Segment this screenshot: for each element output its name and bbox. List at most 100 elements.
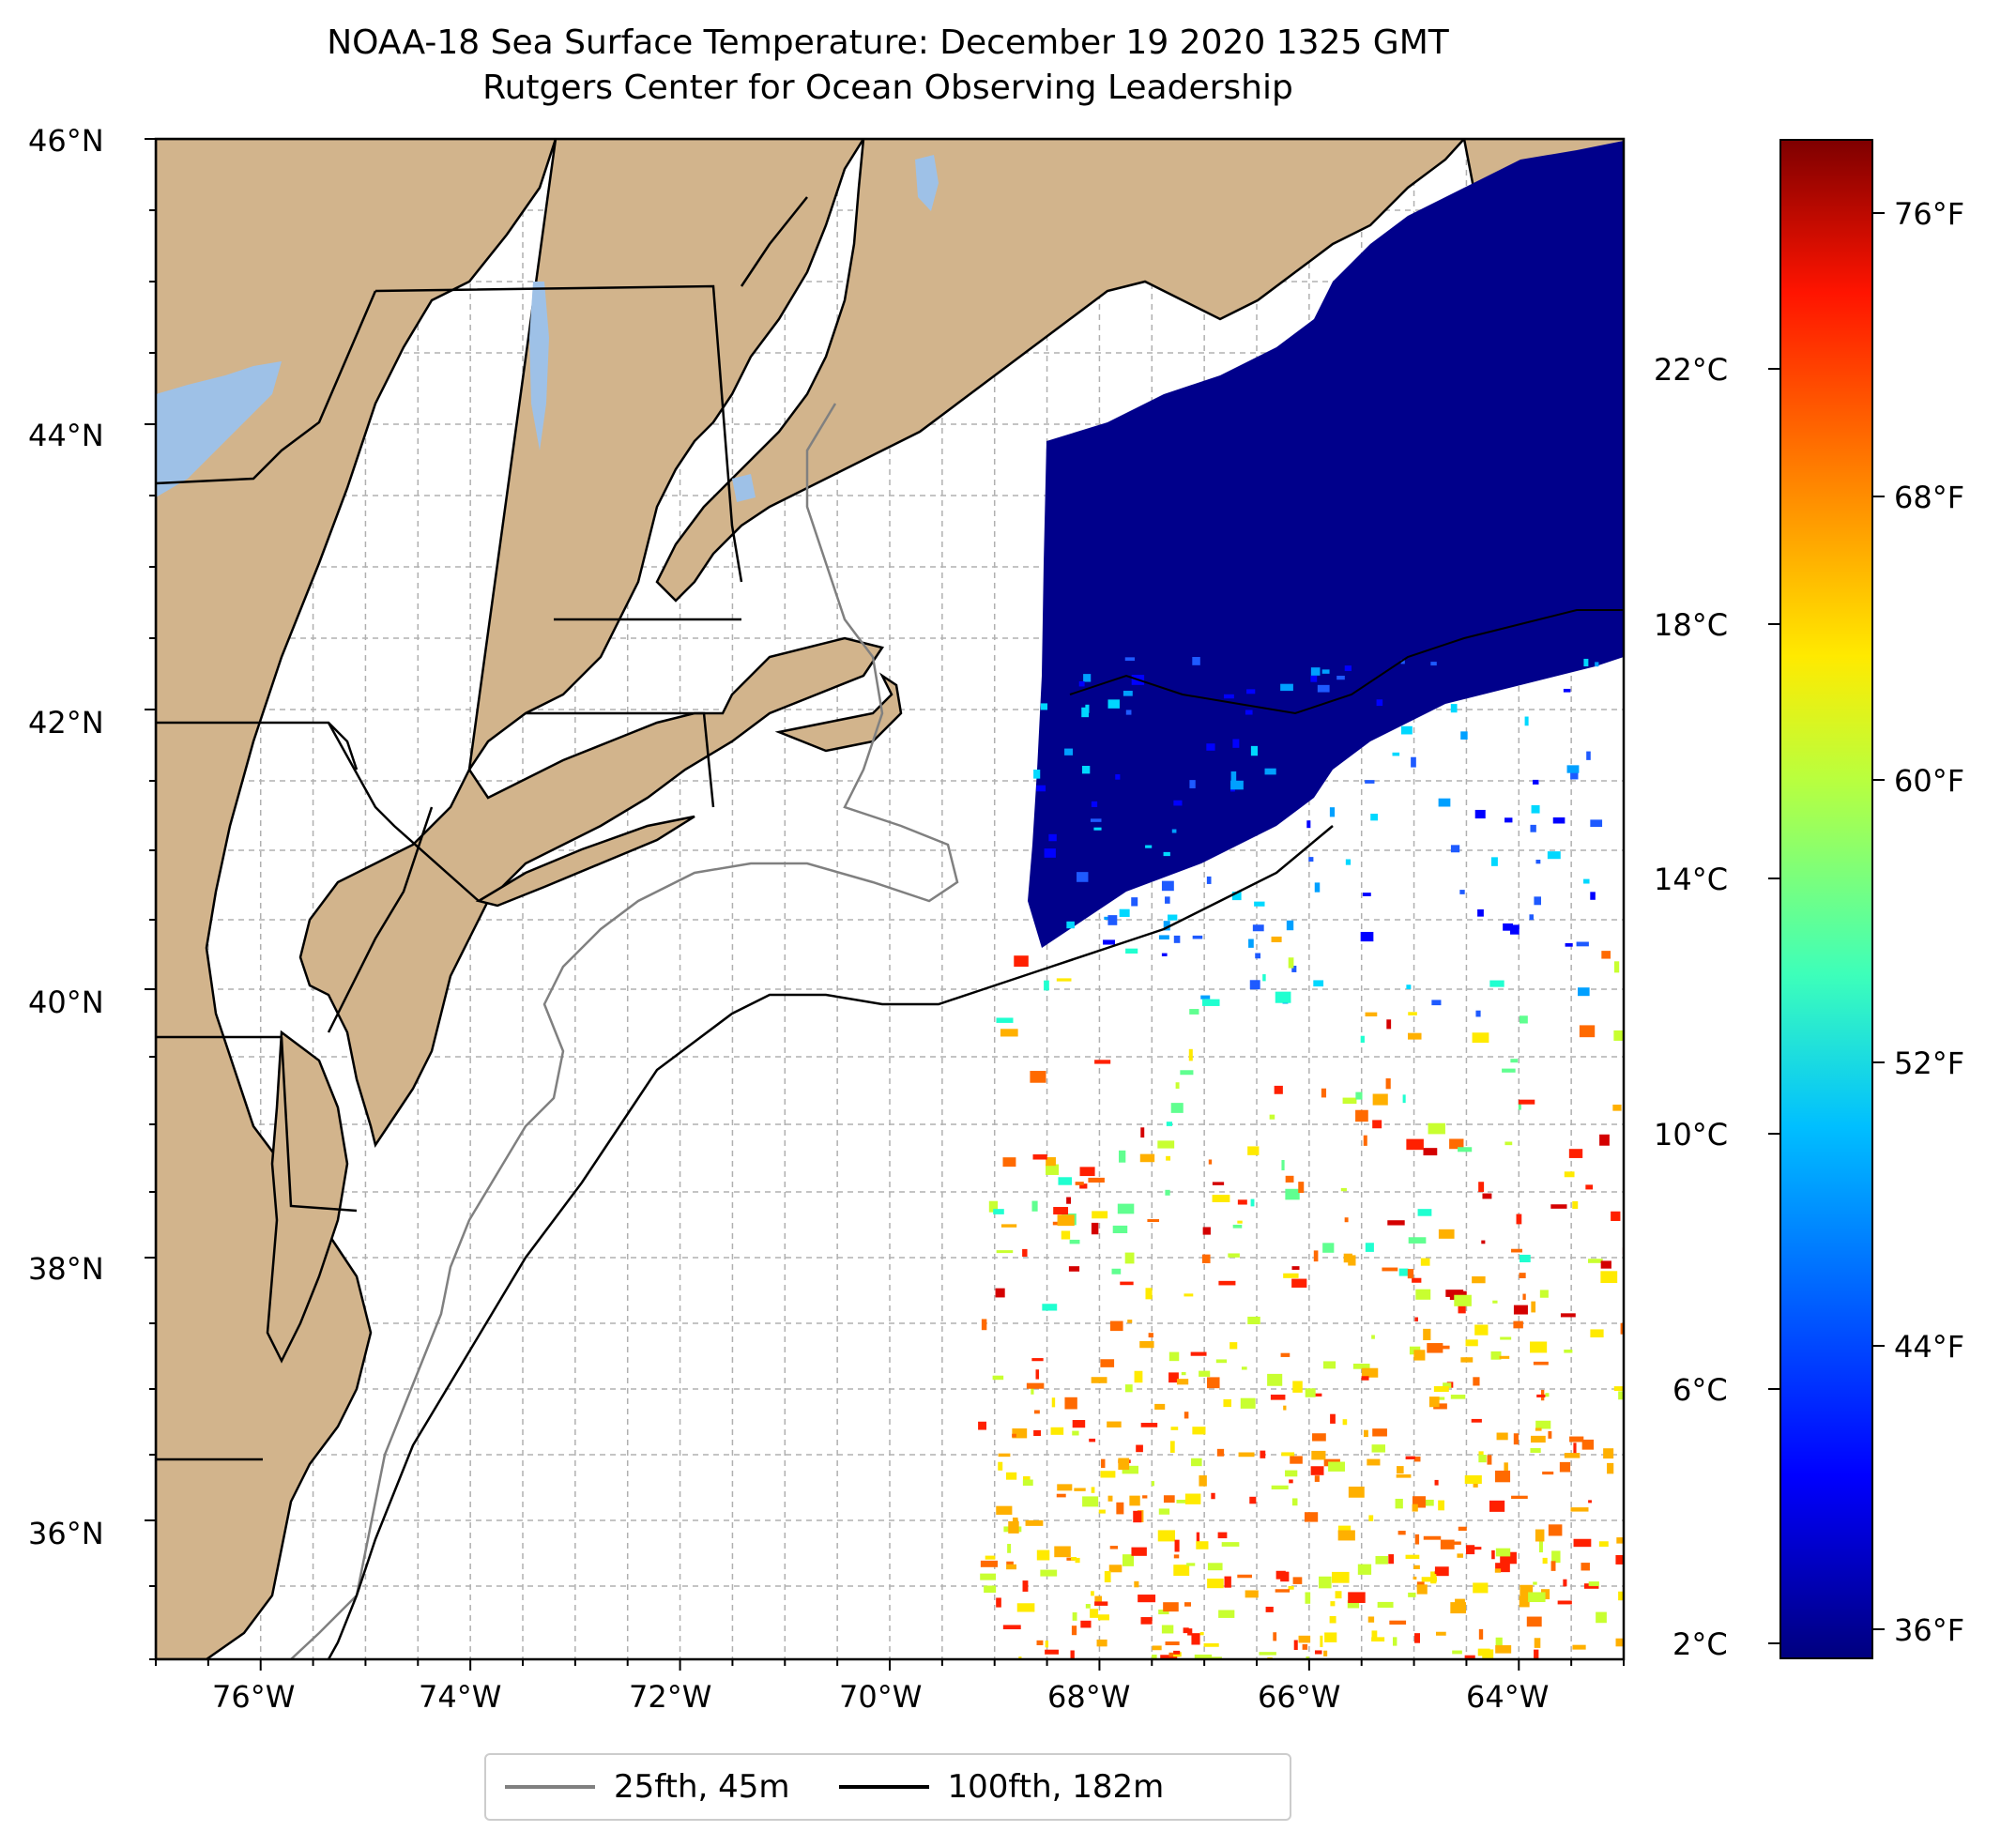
sst-pixel-warm [1082,1496,1099,1507]
sst-pixel-warm [1564,1349,1573,1353]
land-mainland [156,139,557,1659]
sst-pixel-cool [1310,675,1318,682]
sst-pixel-warm [1066,1557,1075,1561]
sst-pixel-warm [1375,1555,1388,1565]
sst-pixel-warm [1223,1398,1231,1408]
sst-pixel-warm [1478,1455,1487,1463]
sst-pixel-warm [1471,1418,1482,1423]
sst-pixel-cool [1438,798,1451,807]
sst-pixel-warm [1312,1433,1326,1442]
sst-pixel-warm [1052,1221,1061,1226]
sst-pixel-warm [1288,1585,1294,1590]
sst-pixel-warm [1482,1193,1492,1199]
sst-pixel-warm [1291,1266,1300,1270]
sst-pixel-warm [1283,1405,1287,1411]
sst-pixel-warm [1031,1385,1034,1395]
sst-pixel-warm [1124,1384,1133,1393]
sst-pixel-warm [1457,1553,1463,1558]
sst-pixel-warm [1023,1476,1031,1481]
sst-pixel-warm [1181,1371,1186,1376]
sst-pixel-warm [1389,1620,1407,1625]
sst-pixel-warm [1585,1184,1594,1190]
sst-pixel-cool [1576,941,1589,947]
sst-pixel-warm [1367,1458,1381,1466]
sst-pixel-warm [1413,1456,1421,1462]
sst-pixel-cool [1450,845,1460,853]
sst-pixel-warm [1311,1450,1326,1460]
cb-label-10c: 10°C [1654,1117,1729,1152]
sst-pixel-warm [1343,1253,1352,1263]
sst-pixel-warm [1168,1351,1180,1362]
sst-pixel-warm [1427,1343,1443,1353]
sst-pixel-warm [1045,1641,1049,1648]
sst-pixel-warm [1407,1269,1414,1279]
sst-pixel-warm [1564,1453,1581,1458]
lake-ontario [156,361,282,497]
sst-pixel-warm [1412,1504,1418,1512]
sst-pixel-warm [1458,1305,1466,1314]
sst-pixel-cool [1595,662,1599,667]
sst-pixel-warm [1330,1413,1336,1424]
sst-pixel-warm [1184,1293,1194,1297]
sst-pixel-cool [1474,809,1486,819]
sst-pixel-warm [1091,1222,1099,1235]
sst-pixel-warm [1288,957,1294,969]
cb-tick-f-76 [1873,212,1885,214]
sst-pixel-warm [1090,1609,1099,1618]
sst-pixel-warm [1117,1203,1135,1214]
sst-pixel-warm [1196,1532,1200,1544]
sst-pixel-cool [1107,699,1120,709]
sst-pixel-warm [1207,1579,1224,1589]
sst-pixel-warm [1607,1462,1614,1474]
sst-pixel-cool [1310,667,1321,676]
sst-pixel-warm [1613,961,1620,973]
sst-pixel-warm [1280,1571,1290,1582]
cb-tick-f-52 [1873,1061,1885,1063]
isobath-25fth [290,403,959,1659]
sst-pixel-warm [1075,1182,1084,1185]
sst-pixel-warm [1487,1455,1492,1465]
sst-pixel-warm [1245,1590,1259,1598]
sst-pixel-warm [1168,1372,1179,1383]
sst-pixel-cool [1192,657,1200,665]
sst-pixel-cool [1189,780,1196,788]
sst-pixel-warm [1535,1420,1551,1429]
sst-pixel-cool [1119,908,1130,917]
sst-pixel-warm [1042,1304,1058,1311]
sst-pixel-warm [1542,1557,1548,1565]
sst-pixel-warm [978,1421,987,1430]
sst-pixel-warm [980,1573,997,1580]
sst-pixel-warm [1588,1259,1603,1263]
sst-pixel-cool [1477,908,1484,917]
sst-pixel-warm [1491,1549,1495,1560]
sst-pixel-warm [1458,1147,1473,1152]
sst-pixel-warm [1237,1199,1247,1205]
sst-pixel-cool [1161,880,1174,892]
sst-pixel-warm [1142,1495,1148,1499]
sst-speckles-cool [1033,657,1603,1017]
sst-pixel-warm [1321,1088,1327,1098]
sst-pixel-cool [1362,893,1371,896]
sst-pixel-warm [1118,1458,1130,1471]
sst-pixel-warm [1382,1267,1398,1272]
sst-pixel-warm [1250,1198,1255,1207]
sst-pixel-warm [1100,1359,1115,1367]
cb-label-36f: 36°F [1894,1612,1965,1648]
sst-pixel-warm [1454,1294,1472,1306]
sst-pixel-warm [1504,1141,1513,1146]
sst-pixel-cool [1264,768,1276,775]
sst-pixel-warm [1091,1591,1094,1596]
lat-label-36n: 36°N [28,1516,104,1551]
sst-pixel-warm [1228,1253,1240,1258]
sst-pixel-warm [1165,1641,1180,1646]
sst-pixel-warm [1173,1554,1180,1559]
sst-pixel-warm [1298,1182,1305,1194]
sst-pixel-cool [1530,824,1536,832]
sst-pixel-warm [1259,1652,1276,1656]
sst-pixel-cool [1583,878,1590,884]
sst-pixel-warm [1365,1243,1374,1252]
sst-pixel-warm [1417,1209,1432,1216]
sst-pixel-warm [1538,1540,1543,1553]
sst-pixel-cool [1206,876,1212,884]
sst-pixel-warm [1173,1565,1190,1577]
